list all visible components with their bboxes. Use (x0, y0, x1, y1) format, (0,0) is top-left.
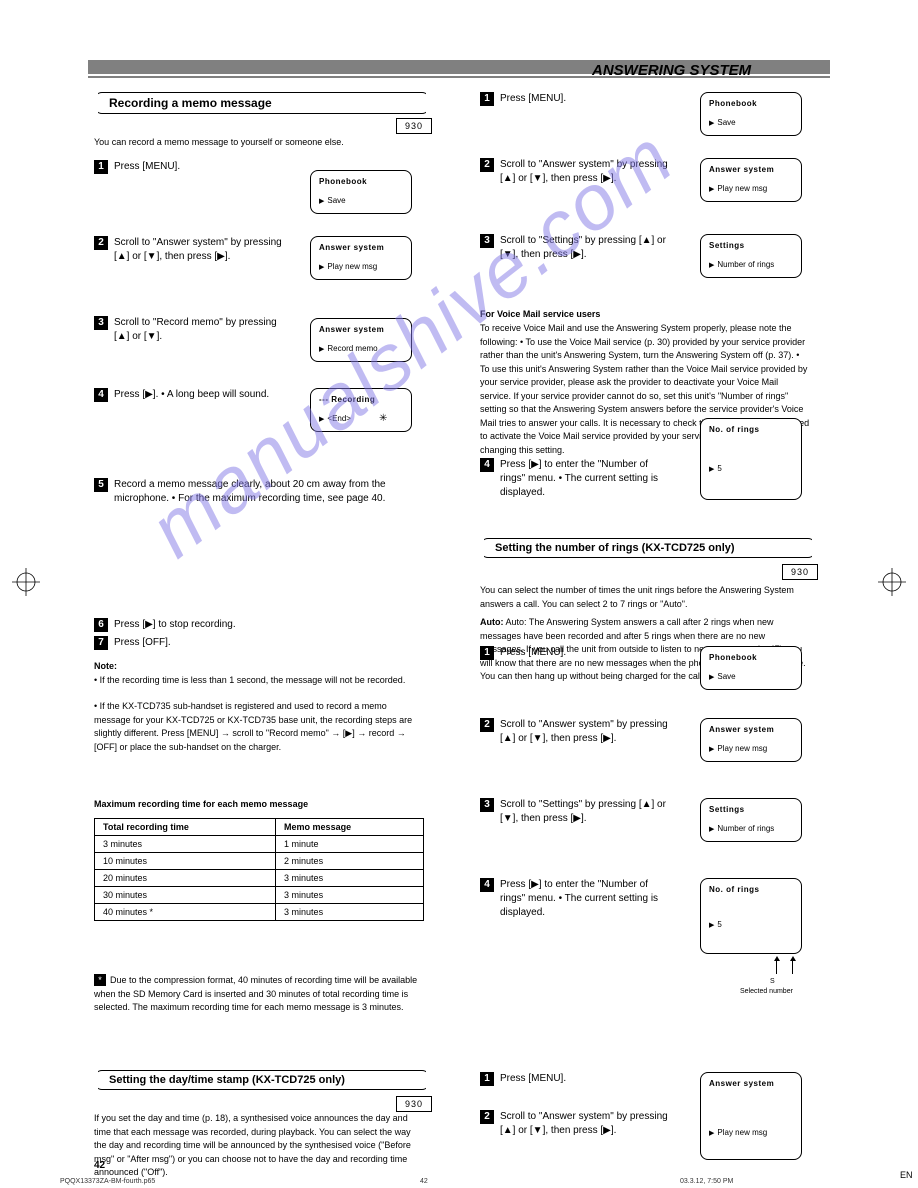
s2-step4-num: 4 (480, 458, 494, 472)
s2b-step3-text: Scroll to "Settings" by pressing [▲] or … (500, 798, 675, 826)
s2-step2-text: Scroll to "Answer system" by pressing [▲… (500, 158, 675, 186)
s1-step5-num: 5 (94, 478, 108, 492)
s2b-step1-num: 1 (480, 646, 494, 660)
footer-pg: 42 (420, 1178, 428, 1185)
s3-model: 930 (396, 1096, 432, 1112)
arrow-up-1 (776, 960, 777, 974)
s2b-step2-num: 2 (480, 718, 494, 732)
crop-right (878, 568, 906, 596)
s1-step6-text: Press [▶] to stop recording. (114, 618, 414, 632)
s1-max-label: Maximum recording time for each memo mes… (94, 798, 424, 812)
s2-intro: You can select the number of times the u… (480, 584, 810, 611)
section1-title: Recording a memo message (94, 92, 430, 114)
header-title: ANSWERING SYSTEM (592, 62, 751, 79)
s1-step7-text: Press [OFF]. (114, 636, 414, 650)
section2-title: Setting the number of rings (KX-TCD725 o… (480, 538, 816, 558)
s2b-lcd3: Settings▶Number of rings (700, 798, 802, 842)
s2-step1-num: 1 (480, 92, 494, 106)
s1-footnote: *Due to the compression format, 40 minut… (94, 974, 424, 1015)
s2b-step3-num: 3 (480, 798, 494, 812)
s3-lcd2: Answer system▶Play new msg (700, 1072, 802, 1160)
s2-lcd2: Answer system▶Play new msg (700, 158, 802, 202)
footer-filename: PQQX13373ZA-BM-fourth.p65 (60, 1178, 155, 1185)
s2b-step4-text: Press [▶] to enter the "Number of rings"… (500, 878, 675, 920)
s1-model: 930 (396, 118, 432, 134)
s1-lcd1: Phonebook▶Save (310, 170, 412, 214)
s1-note1: • If the recording time is less than 1 s… (94, 674, 424, 688)
s3-step2-num: 2 (480, 1110, 494, 1124)
arrow-up-2 (792, 960, 793, 974)
s3-intro: If you set the day and time (p. 18), a s… (94, 1112, 424, 1180)
s1-step1-num: 1 (94, 160, 108, 174)
s1-step5-text: Record a memo message clearly, about 20 … (114, 478, 414, 506)
s1-step3-text: Scroll to "Record memo" by pressing [▲] … (114, 316, 289, 344)
s2-voicemail-title: For Voice Mail service users (480, 308, 810, 322)
s1-intro: You can record a memo message to yoursel… (94, 136, 414, 150)
en-label: EN (900, 1170, 913, 1180)
s3-step1-text: Press [MENU]. (500, 1072, 675, 1086)
crop-left (12, 568, 40, 596)
s2b-lcd1: Phonebook▶Save (700, 646, 802, 690)
s1-step4-text: Press [▶]. • A long beep will sound. (114, 388, 289, 402)
sparkle-icon: ✳ (379, 413, 387, 424)
s2b-step1-text: Press [MENU]. (500, 646, 675, 660)
s1-lcd4: --- Recording▶<End>✳ (310, 388, 412, 432)
s1-lcd3: Answer system▶Record memo (310, 318, 412, 362)
s2-step4-text: Press [▶] to enter the "Number of rings"… (500, 458, 675, 500)
s3-step2-text: Scroll to "Answer system" by pressing [▲… (500, 1110, 675, 1138)
s2b-lcd2: Answer system▶Play new msg (700, 718, 802, 762)
s1-step1-text: Press [MENU]. (114, 160, 289, 174)
footer-date: 03.3.12, 7:50 PM (680, 1178, 733, 1185)
s2-lcd1: Phonebook▶Save (700, 92, 802, 136)
s3-step1-num: 1 (480, 1072, 494, 1086)
arrow-lbl-s: S (770, 978, 775, 985)
s1-step4-num: 4 (94, 388, 108, 402)
s1-step2-text: Scroll to "Answer system" by pressing [▲… (114, 236, 289, 264)
s2-step2-num: 2 (480, 158, 494, 172)
s1-note2: • If the KX-TCD735 sub-handset is regist… (94, 700, 424, 754)
s2-lcd3: Settings▶Number of rings (700, 234, 802, 278)
s1-step6-num: 6 (94, 618, 108, 632)
arrow-lbl-sel: Selected number (740, 988, 793, 995)
s2-step1-text: Press [MENU]. (500, 92, 675, 106)
page-number: 42 (94, 1160, 105, 1171)
s1-lcd2: Answer system▶Play new msg (310, 236, 412, 280)
s2b-step4-num: 4 (480, 878, 494, 892)
s2-step3-num: 3 (480, 234, 494, 248)
s1-table: Total recording timeMemo message 3 minut… (94, 818, 424, 921)
s1-note-label: Note: (94, 661, 117, 671)
s2-lcd4: No. of rings▶5 (700, 418, 802, 500)
s1-step2-num: 2 (94, 236, 108, 250)
s2b-lcd4: No. of rings▶5 (700, 878, 802, 954)
s1-step7-num: 7 (94, 636, 108, 650)
s1-step3-num: 3 (94, 316, 108, 330)
s2b-step2-text: Scroll to "Answer system" by pressing [▲… (500, 718, 675, 746)
s2-model: 930 (782, 564, 818, 580)
s2-step3-text: Scroll to "Settings" by pressing [▲] or … (500, 234, 675, 262)
section3-title: Setting the day/time stamp (KX-TCD725 on… (94, 1070, 430, 1090)
